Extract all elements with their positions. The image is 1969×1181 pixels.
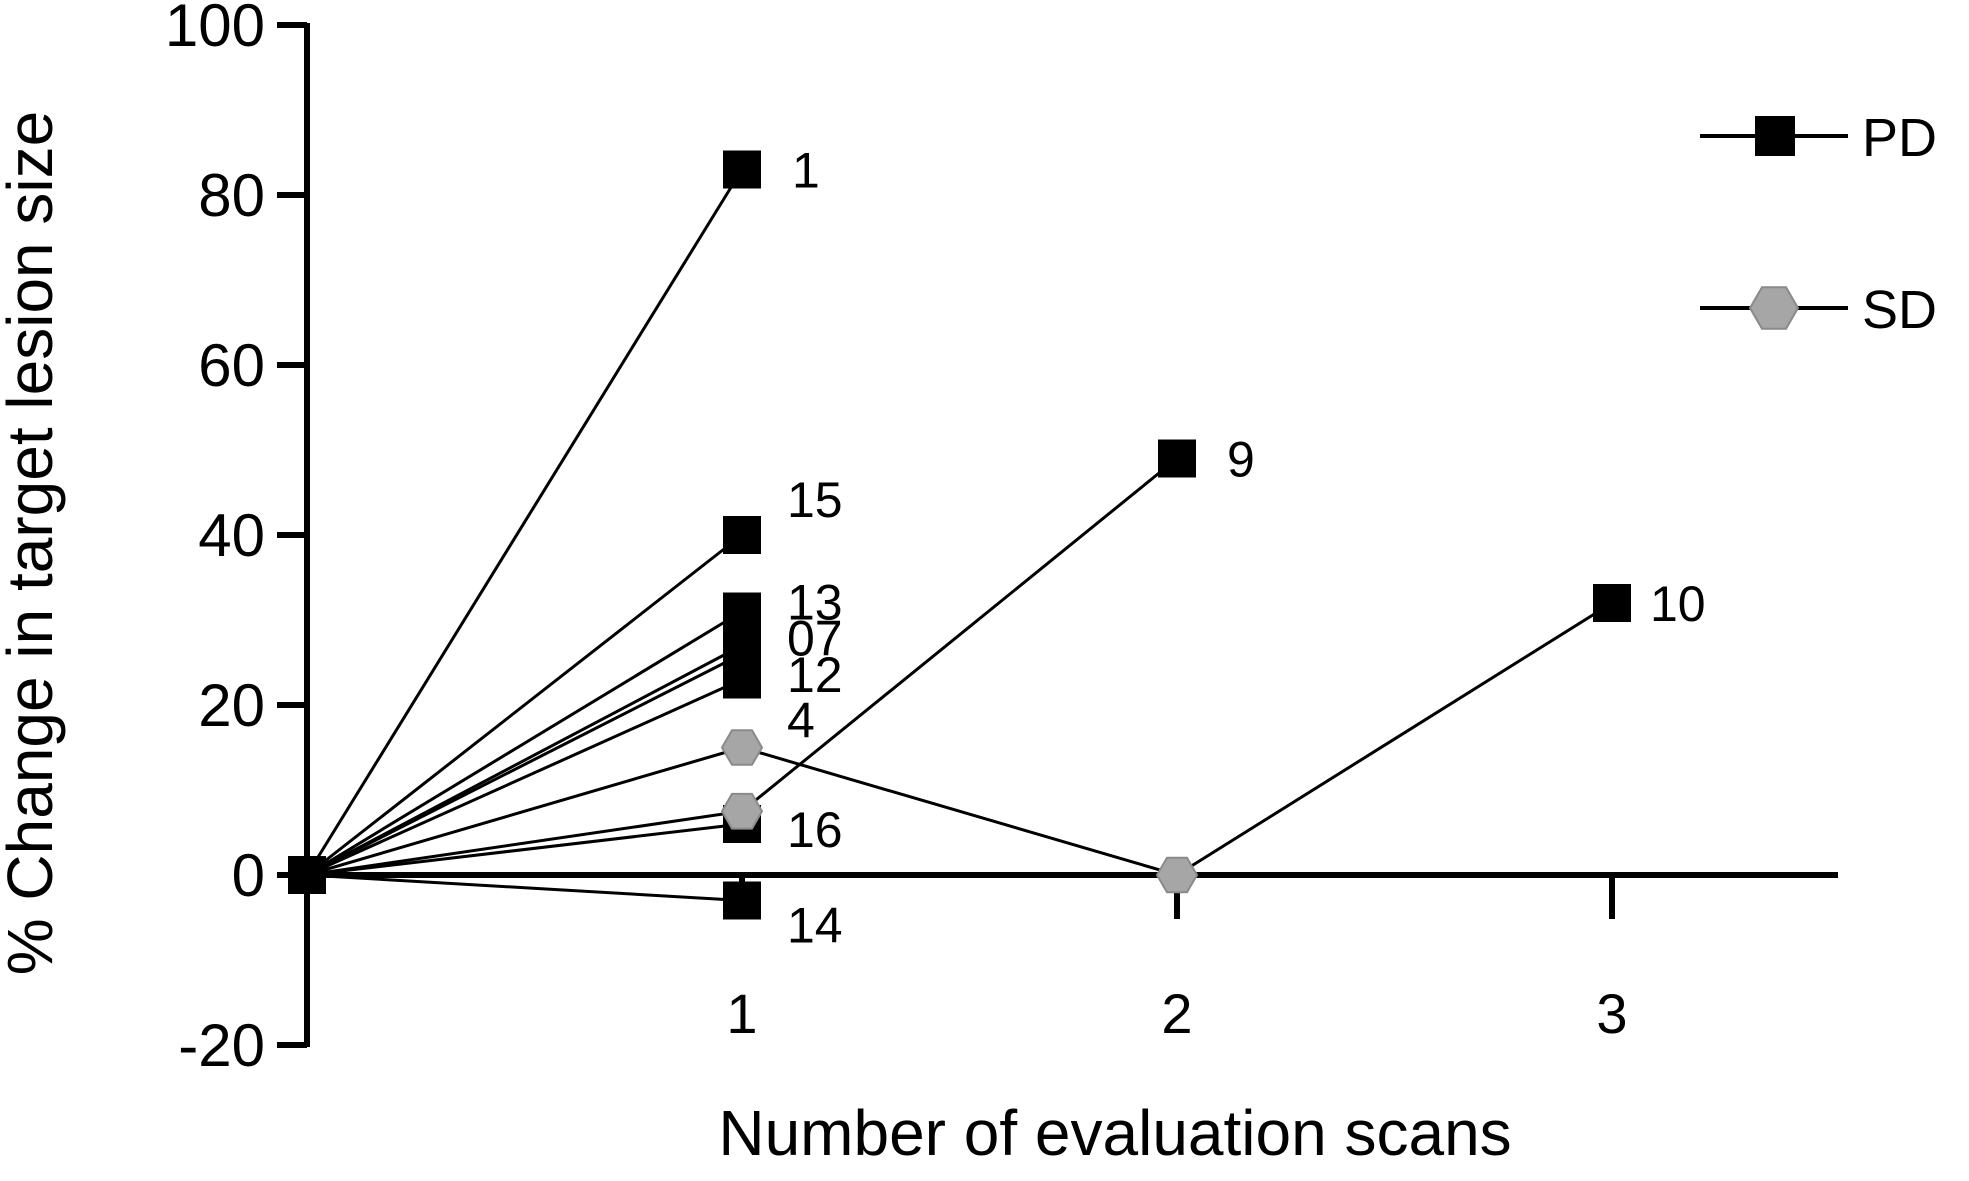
legend: PD SD [1700, 108, 1937, 340]
point-label-1: 1 [792, 143, 820, 199]
legend-label-sd: SD [1862, 280, 1937, 340]
x-axis-title: Number of evaluation scans [718, 1097, 1511, 1169]
series-line-10 [306, 601, 1613, 877]
legend-marker-sd [1748, 286, 1800, 330]
x-tick-label: 1 [726, 982, 757, 1045]
series-line-12 [306, 652, 743, 877]
series-line-15 [306, 533, 743, 877]
series-markers [288, 150, 1631, 920]
sd-marker-2 [720, 792, 764, 830]
point-label-14: 14 [787, 898, 843, 954]
y-tick-label: 40 [198, 502, 265, 569]
y-axis-title: % Change in target lesion size [0, 111, 66, 976]
pd-marker-10 [1593, 584, 1631, 622]
sd-marker-1 [720, 729, 764, 766]
point-label-15: 15 [787, 472, 843, 528]
sd-marker-3 [1155, 856, 1199, 894]
point-label-16: 16 [787, 802, 843, 858]
point-label-10: 10 [1650, 576, 1706, 632]
series-line-16 [306, 822, 743, 877]
x-tick-label: 3 [1596, 982, 1627, 1045]
point-label-07: 07 [787, 611, 843, 667]
point-label-13: 13 [787, 575, 843, 631]
pd-marker-1 [723, 150, 761, 189]
y-tick-label: 60 [198, 332, 265, 399]
pd-marker-4 [723, 660, 761, 699]
point-label-4: 4 [787, 693, 815, 749]
pd-marker-13 [723, 592, 761, 631]
series-lines [305, 168, 1613, 902]
x-tick-label: 2 [1161, 982, 1192, 1045]
series-line-4 [306, 678, 743, 877]
series-line-1 [305, 168, 744, 876]
pd-marker-9 [1158, 439, 1196, 478]
point-label-12: 12 [787, 647, 843, 703]
series-line-13 [306, 610, 743, 877]
pd-marker-15 [723, 516, 761, 554]
y-tick-label: 0 [232, 842, 265, 909]
legend-label-pd: PD [1862, 108, 1937, 168]
y-tick-label: 20 [198, 672, 265, 739]
y-tick-label: 80 [198, 162, 265, 229]
pd-marker-14 [723, 881, 761, 920]
y-tick-label: 100 [165, 0, 265, 59]
legend-marker-pd [1755, 116, 1795, 156]
series-line-14 [306, 873, 743, 902]
y-tick-label: -20 [178, 1012, 265, 1079]
point-label-9: 9 [1227, 432, 1255, 488]
baseline-marker [288, 856, 326, 894]
